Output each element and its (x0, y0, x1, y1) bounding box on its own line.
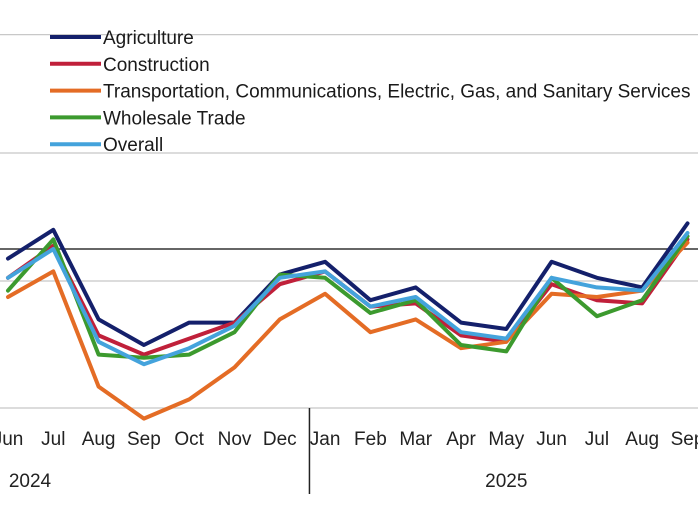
x-tick-label: Jul (585, 429, 609, 450)
x-tick-label: Jun (536, 429, 567, 450)
series-line-0 (6, 221, 690, 347)
series-lines (6, 221, 690, 421)
series-line-3 (6, 234, 690, 360)
legend-label-2: Transportation, Communications, Electric… (103, 82, 690, 103)
series-line-2 (6, 240, 690, 421)
x-tick-label: Jun (0, 429, 23, 450)
legend-label-3: Wholesale Trade (103, 108, 246, 129)
legend-label-0: Agriculture (103, 28, 194, 49)
x-tick-label: Sep (127, 429, 161, 450)
x-tick-label: Apr (446, 429, 476, 450)
x-tick-label: May (488, 429, 524, 450)
x-tick-label: Feb (354, 429, 387, 450)
x-tick-label: Mar (399, 429, 432, 450)
x-tick-label: Jul (41, 429, 65, 450)
x-tick-label: Jan (310, 429, 341, 450)
x-tick-label: Sep (671, 429, 698, 450)
x-tick-label: Aug (625, 429, 659, 450)
year-label-2025: 2025 (485, 471, 527, 492)
x-tick-label: Oct (174, 429, 204, 450)
legend-label-4: Overall (103, 135, 163, 156)
legend-label-1: Construction (103, 55, 210, 76)
series-line-4 (6, 231, 690, 367)
legend: Agriculture Construction Transportation, C… (50, 28, 690, 156)
x-axis: Jun Jul Aug Sep Oct Nov Dec Jan Feb Mar Apr May Jun J… (0, 408, 698, 494)
x-tick-label: Dec (263, 429, 297, 450)
x-tick-label: Aug (82, 429, 116, 450)
x-tick-label: Nov (218, 429, 252, 450)
year-label-2024: 2024 (9, 471, 52, 492)
